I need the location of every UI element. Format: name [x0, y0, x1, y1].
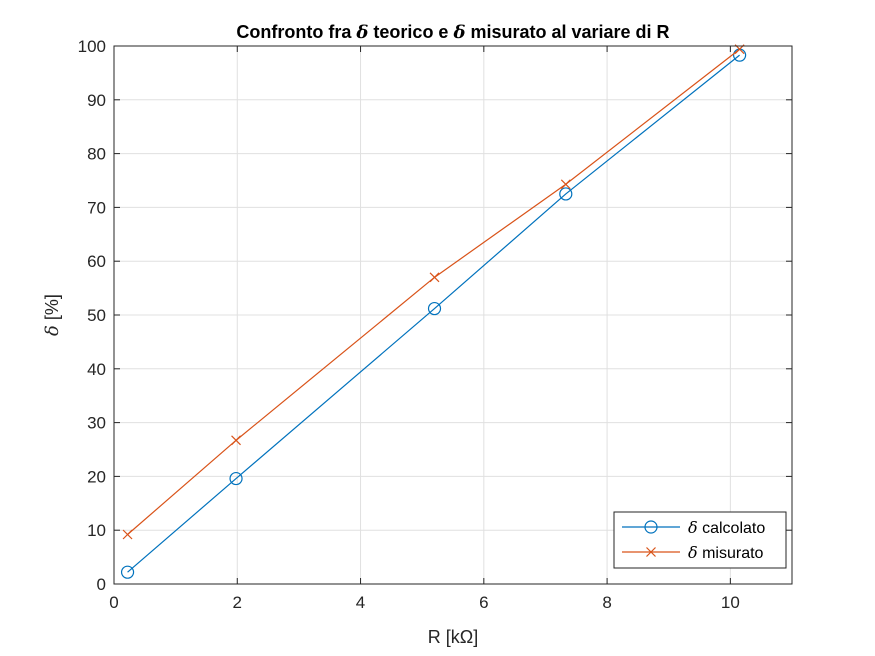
- data-point: [646, 547, 656, 557]
- data-point: [122, 529, 133, 540]
- series-line: [127, 54, 740, 573]
- x-tick-label: 0: [109, 593, 118, 612]
- y-tick-label: 70: [87, 198, 106, 217]
- data-point: [120, 565, 135, 579]
- y-tick-label: 0: [97, 575, 106, 594]
- series-1: [120, 48, 747, 579]
- data-point-stroke: [646, 547, 656, 557]
- y-tick-label: 100: [78, 37, 106, 56]
- y-tick-label: 40: [87, 360, 106, 379]
- data-point: [427, 301, 442, 316]
- y-tick-label: 50: [87, 306, 106, 325]
- legend-box: [613, 511, 787, 569]
- data-point: [644, 520, 658, 534]
- series-2: [122, 44, 745, 540]
- data-point-stroke: [231, 435, 241, 446]
- legend-label: δ misurato: [688, 543, 764, 562]
- x-tick-label: 4: [356, 593, 365, 612]
- data-point-stroke: [560, 179, 571, 190]
- x-tick-label: 10: [721, 593, 740, 612]
- x-tick-label: 6: [479, 593, 488, 612]
- legend-label: δ calcolato: [688, 518, 765, 537]
- series-layer: [120, 44, 747, 579]
- chart-title: Confronto fra δ teorico e δ misurato al …: [236, 22, 669, 43]
- data-point-stroke: [122, 529, 133, 540]
- y-tick-label: 10: [87, 521, 106, 540]
- y-tick-label: 20: [87, 467, 106, 486]
- data-point: [560, 179, 571, 190]
- data-point: [229, 471, 243, 486]
- y-tick-label: 60: [87, 252, 106, 271]
- y-tick-label: 80: [87, 145, 106, 164]
- series-line: [127, 48, 740, 535]
- grid-lines: [113, 45, 792, 585]
- y-tick-label: 90: [87, 91, 106, 110]
- data-point: [559, 187, 573, 201]
- x-tick-label: 8: [602, 593, 611, 612]
- y-axis-label: δ [%]: [42, 294, 63, 336]
- x-axis-label: R [kΩ]: [428, 627, 478, 647]
- data-point: [429, 272, 440, 283]
- x-tick-label: 2: [233, 593, 242, 612]
- legend: δ calcolato δ misurato: [613, 511, 787, 569]
- data-point: [231, 435, 241, 446]
- data-point-stroke: [429, 272, 440, 283]
- y-tick-label: 30: [87, 414, 106, 433]
